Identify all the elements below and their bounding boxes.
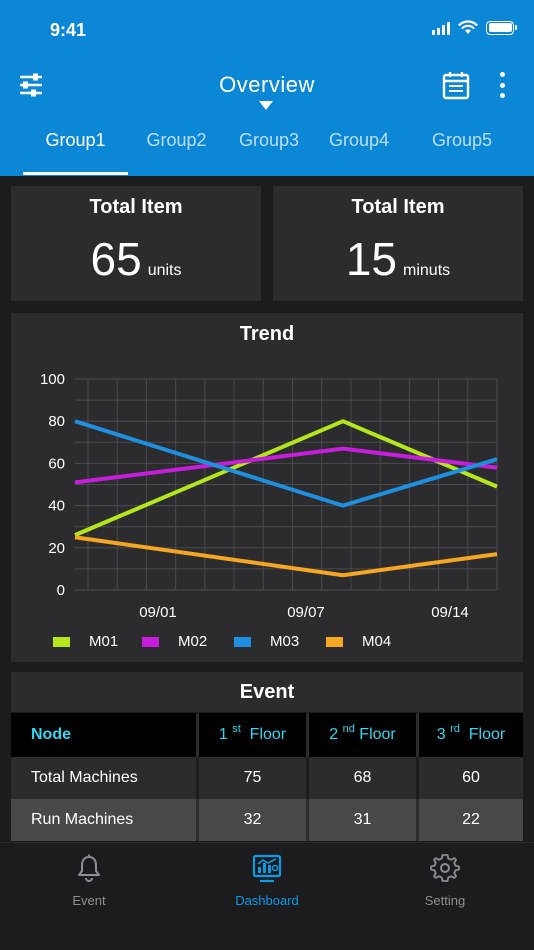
nav-item-event[interactable]: Event xyxy=(29,853,149,908)
kpi-value: 65 xyxy=(90,233,142,285)
series-line-m04 xyxy=(74,535,498,578)
battery-icon xyxy=(486,20,517,35)
tab-label: Group1 xyxy=(45,130,106,150)
status-icons xyxy=(432,20,517,35)
cell-value: 22 xyxy=(416,799,523,841)
kpi-value: 15 xyxy=(345,233,398,285)
app-header: 9:41 Overview Group1 Group2 Group3 Gro xyxy=(0,0,534,176)
chart-title: Trend xyxy=(239,323,295,345)
tab-label: Group3 xyxy=(238,130,300,150)
caret-down-icon[interactable] xyxy=(259,101,273,110)
table-row: Total Machines 75 68 60 xyxy=(11,757,523,799)
nav-label: Dashboard xyxy=(235,893,299,908)
kpi-value-group: 15 minuts xyxy=(273,232,523,286)
legend-label: M01 xyxy=(89,633,119,650)
tab-group2[interactable]: Group2 xyxy=(128,130,225,176)
series-line-m01 xyxy=(74,419,498,537)
legend-swatch xyxy=(53,636,70,647)
legend-item-m03[interactable]: M03 xyxy=(234,633,299,650)
tab-group5[interactable]: Group5 xyxy=(412,130,512,176)
wifi-icon xyxy=(458,20,478,34)
legend-swatch xyxy=(234,636,251,647)
x-tick-label: 09/07 xyxy=(287,604,325,621)
kpi-title: Total Item xyxy=(351,196,445,218)
calendar-icon[interactable] xyxy=(442,70,470,100)
legend-item-m02[interactable]: M02 xyxy=(142,633,207,650)
legend-label: M04 xyxy=(362,633,392,650)
y-tick-label: 20 xyxy=(48,540,65,557)
sliders-icon[interactable] xyxy=(18,72,44,98)
cell-value: 31 xyxy=(306,799,416,841)
tab-label: Group2 xyxy=(146,130,207,150)
legend-item-m04[interactable]: M04 xyxy=(326,633,391,650)
row-label: Run Machines xyxy=(11,799,196,841)
legend-label: M03 xyxy=(270,633,300,650)
y-tick-label: 100 xyxy=(40,371,65,388)
legend-item-m01[interactable]: M01 xyxy=(53,633,118,650)
more-vertical-icon[interactable] xyxy=(494,70,510,100)
series-line-m02 xyxy=(74,446,498,485)
header-floor-3: 3 rd Floor xyxy=(416,713,523,757)
table-header-row: Node 1 st Floor 2 nd Floor 3 rd Floor xyxy=(11,713,523,757)
active-tab-indicator xyxy=(23,172,128,175)
event-title: Event xyxy=(11,672,523,712)
trend-card: Trend 0 20 40 60 80 100 09/01 09/07 09/14 M01 M0… xyxy=(11,313,523,662)
nav-label: Setting xyxy=(424,893,466,908)
dashboard-icon xyxy=(252,854,282,883)
page-title[interactable]: Overview xyxy=(219,72,315,97)
bottom-nav: Event Dashboard Setting xyxy=(0,842,534,950)
kpi-card-units: Total Item 65 units xyxy=(11,186,261,301)
x-tick-label: 09/01 xyxy=(139,604,177,621)
trend-chart: 0 20 40 60 80 100 09/01 09/07 09/14 xyxy=(40,371,498,621)
event-table: Node 1 st Floor 2 nd Floor 3 rd Floor To… xyxy=(11,713,523,841)
chart-legend: M01 M02 M03 M04 xyxy=(11,633,523,653)
y-tick-label: 40 xyxy=(48,498,65,515)
header-floor-1: 1 st Floor xyxy=(196,713,306,757)
group-tabs: Group1 Group2 Group3 Group4 Group5 xyxy=(0,130,534,176)
cell-value: 68 xyxy=(306,757,416,799)
kpi-unit: minuts xyxy=(403,262,451,279)
tab-group3[interactable]: Group3 xyxy=(225,130,313,176)
legend-swatch xyxy=(142,636,159,647)
nav-item-dashboard[interactable]: Dashboard xyxy=(207,853,327,908)
header-node: Node xyxy=(11,713,196,757)
cell-value: 60 xyxy=(416,757,523,799)
y-tick-label: 0 xyxy=(57,582,65,599)
kpi-unit: units xyxy=(147,262,182,279)
kpi-card-minutes: Total Item 15 minuts xyxy=(273,186,523,301)
tab-group1[interactable]: Group1 xyxy=(23,130,128,176)
bell-icon xyxy=(78,854,100,882)
header-floor-2: 2 nd Floor xyxy=(306,713,416,757)
series-line-m03 xyxy=(74,419,498,508)
row-label: Total Machines xyxy=(11,757,196,799)
y-tick-label: 60 xyxy=(48,455,65,472)
kpi-value-group: 65 units xyxy=(11,232,261,286)
cellular-signal-icon xyxy=(432,21,450,35)
y-tick-label: 80 xyxy=(48,413,65,430)
status-time: 9:41 xyxy=(50,20,87,40)
legend-label: M02 xyxy=(178,633,208,650)
gear-icon xyxy=(430,854,460,882)
cell-value: 75 xyxy=(196,757,306,799)
kpi-title: Total Item xyxy=(89,196,183,218)
tab-label: Group5 xyxy=(431,130,493,150)
legend-swatch xyxy=(326,636,343,647)
nav-item-setting[interactable]: Setting xyxy=(385,853,505,908)
cell-value: 32 xyxy=(196,799,306,841)
nav-label: Event xyxy=(72,893,106,908)
tab-label: Group4 xyxy=(328,130,390,150)
tab-group4[interactable]: Group4 xyxy=(313,130,405,176)
x-tick-label: 09/14 xyxy=(431,604,469,621)
table-row: Run Machines 32 31 22 xyxy=(11,799,523,841)
